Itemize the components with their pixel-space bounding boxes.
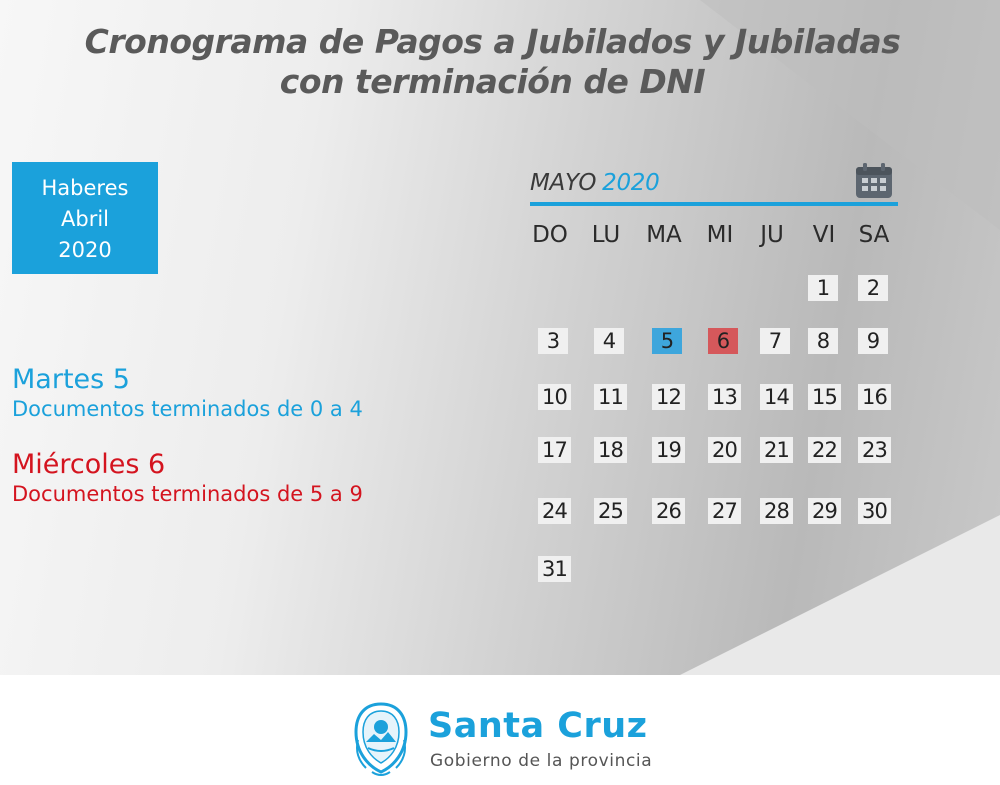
calendar-divider (530, 202, 898, 206)
calendar-day-1: 1 (808, 275, 838, 301)
calendar-day-7: 7 (760, 328, 790, 354)
calendar-day-29: 29 (808, 498, 841, 524)
calendar-day-28: 28 (760, 498, 793, 524)
calendar-day-15: 15 (808, 384, 841, 410)
calendar-day-10: 10 (538, 384, 571, 410)
weekday-do: DO (532, 222, 568, 248)
calendar-day-26: 26 (652, 498, 685, 524)
calendar-day-27: 27 (708, 498, 741, 524)
title-line-2: con terminación de DNI (279, 62, 706, 101)
calendar-day-17: 17 (538, 437, 571, 463)
calendar-day-4: 4 (594, 328, 624, 354)
calendar-day-6: 6 (708, 328, 738, 354)
calendar-day-24: 24 (538, 498, 571, 524)
haberes-line-3: 2020 (58, 238, 112, 262)
calendar-day-12: 12 (652, 384, 685, 410)
coat-of-arms-icon (354, 702, 408, 776)
calendar-day-13: 13 (708, 384, 741, 410)
weekday-sa: SA (858, 222, 890, 248)
calendar-day-8: 8 (808, 328, 838, 354)
calendar-month: MAYO (530, 170, 597, 196)
background-shape (700, 0, 1000, 230)
weekday-ju: JU (760, 222, 784, 248)
schedule-day: Miércoles 6 (12, 449, 166, 480)
schedule-day: Martes 5 (12, 364, 130, 395)
calendar-day-5: 5 (652, 328, 682, 354)
calendar-day-14: 14 (760, 384, 793, 410)
calendar-day-23: 23 (858, 437, 891, 463)
calendar-day-18: 18 (594, 437, 627, 463)
page-title: Cronograma de Pagos a Jubilados y Jubila… (0, 22, 985, 102)
calendar-day-20: 20 (708, 437, 741, 463)
schedule-item-miercoles: Miércoles 6 Documentos terminados de 5 a… (12, 449, 363, 507)
weekday-mi: MI (706, 222, 734, 248)
title-line-1: Cronograma de Pagos a Jubilados y Jubila… (84, 22, 901, 61)
calendar-day-25: 25 (594, 498, 627, 524)
haberes-badge: Haberes Abril 2020 (12, 162, 158, 274)
hero-banner: Cronograma de Pagos a Jubilados y Jubila… (0, 0, 1000, 675)
calendar-day-31: 31 (538, 556, 571, 582)
calendar-month-header: MAYO 2020 (530, 170, 660, 196)
schedule-docs: Documentos terminados de 0 a 4 (12, 397, 363, 421)
calendar-day-19: 19 (652, 437, 685, 463)
background-shape (680, 515, 1000, 675)
calendar-day-3: 3 (538, 328, 568, 354)
weekday-lu: LU (591, 222, 621, 248)
haberes-line-2: Abril (61, 207, 109, 231)
calendar-day-2: 2 (858, 275, 888, 301)
calendar-icon (856, 163, 892, 198)
weekday-vi: VI (812, 222, 836, 248)
brand-subtitle: Gobierno de la provincia (430, 751, 653, 771)
calendar-year: 2020 (602, 170, 660, 196)
haberes-line-1: Haberes (41, 176, 129, 200)
calendar-day-9: 9 (858, 328, 888, 354)
brand-name: Santa Cruz (428, 706, 648, 746)
calendar-day-22: 22 (808, 437, 841, 463)
calendar-day-11: 11 (594, 384, 627, 410)
weekday-ma: MA (646, 222, 682, 248)
calendar-day-21: 21 (760, 437, 793, 463)
schedule-item-martes: Martes 5 Documentos terminados de 0 a 4 (12, 364, 363, 422)
calendar-day-30: 30 (858, 498, 891, 524)
calendar-day-16: 16 (858, 384, 891, 410)
schedule-docs: Documentos terminados de 5 a 9 (12, 482, 363, 506)
